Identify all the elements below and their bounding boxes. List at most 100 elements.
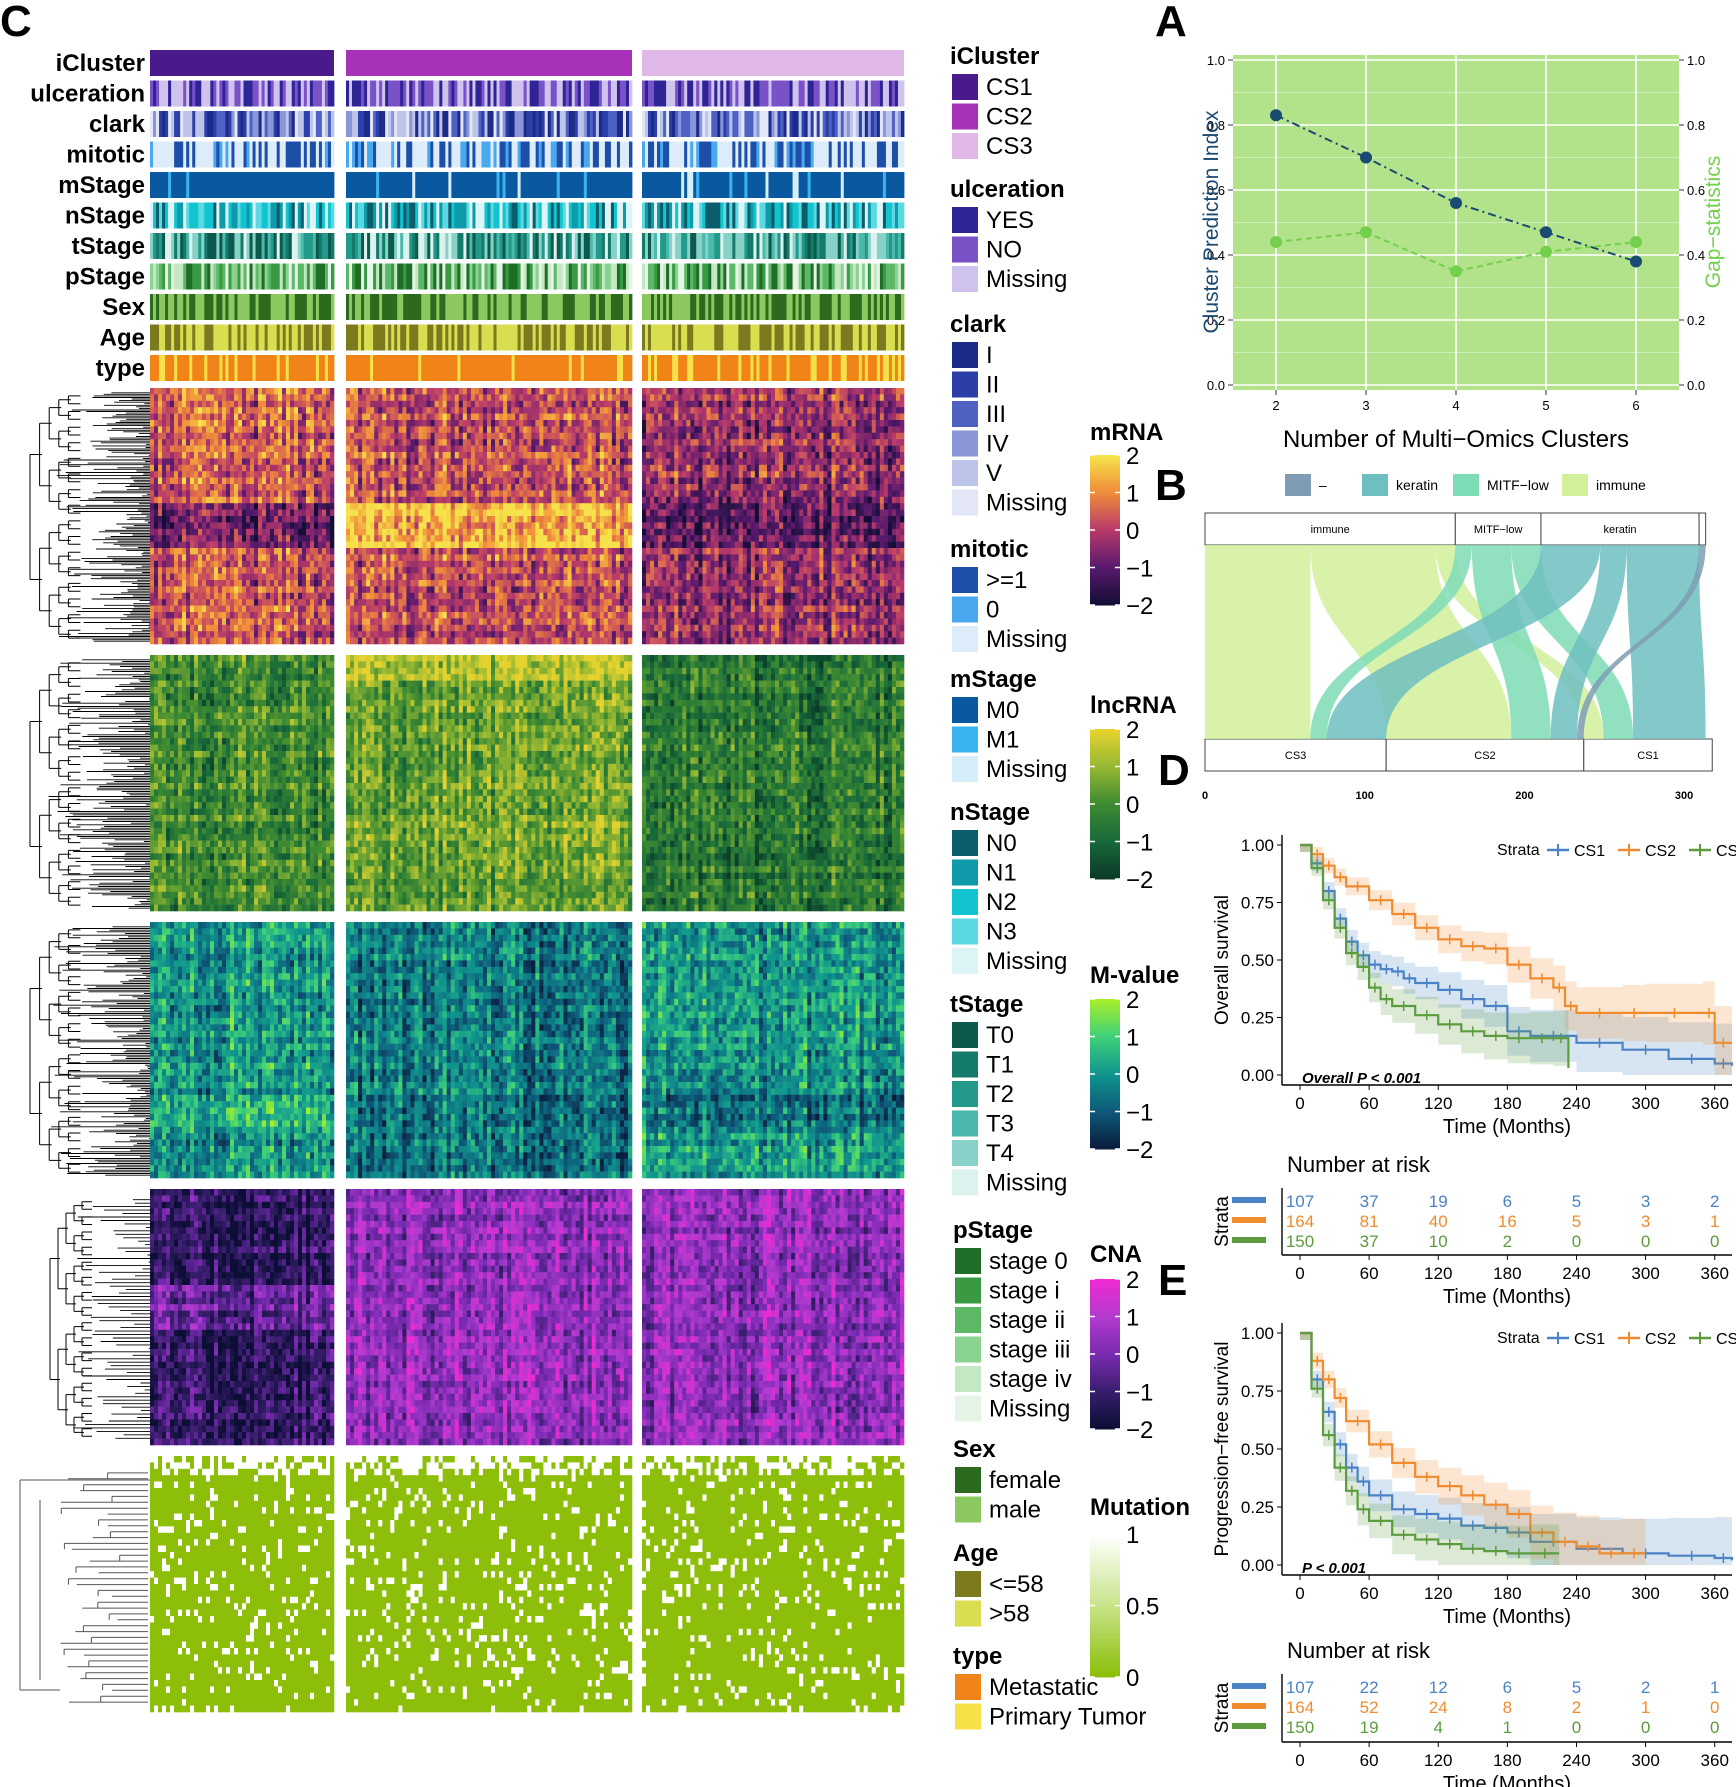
annotation-cell	[244, 203, 247, 229]
annotation-cell	[367, 111, 370, 137]
annotation-cell	[352, 172, 355, 198]
annotation-cell	[696, 142, 699, 168]
annotation-cell	[853, 81, 856, 107]
annotation-cell	[397, 172, 400, 198]
annotation-cell	[901, 81, 904, 107]
annotation-cell	[376, 172, 379, 198]
annotation-cell	[648, 111, 651, 137]
annotation-cell	[723, 81, 726, 107]
annotation-cell	[626, 111, 629, 137]
annotation-cell	[575, 81, 578, 107]
annotation-cell	[436, 172, 439, 198]
annotation-cell	[271, 142, 274, 168]
annotation-cell	[503, 111, 506, 137]
annotation-cell	[225, 81, 228, 107]
annotation-cell	[168, 142, 171, 168]
annotation-cell	[593, 172, 596, 198]
annotation-cell	[388, 203, 391, 229]
heatmap-panel: iClusterulcerationclarkmitoticmStagenSta…	[30, 50, 904, 1712]
annotation-cell	[436, 111, 439, 137]
annotation-cell	[771, 172, 774, 198]
annotation-cell	[463, 111, 466, 137]
annotation-cell	[319, 81, 322, 107]
annotation-cell	[253, 172, 256, 198]
annotation-cell	[421, 81, 424, 107]
annotation-cell	[247, 81, 250, 107]
annotation-cell	[856, 142, 859, 168]
annotation-cell	[370, 142, 373, 168]
annotation-cell	[750, 81, 753, 107]
annotation-cell	[250, 172, 253, 198]
annotation-cell	[382, 203, 385, 229]
annotation-cell	[790, 81, 793, 107]
annotation-cell	[741, 172, 744, 198]
annotation-cell	[460, 172, 463, 198]
annotation-cell	[213, 172, 216, 198]
icluster-bar-cs2	[346, 50, 632, 76]
annotation-cell	[775, 81, 778, 107]
annotation-cell	[213, 142, 216, 168]
annotation-cell	[865, 142, 868, 168]
annotation-cell	[566, 81, 569, 107]
annotation-cell	[617, 172, 620, 198]
annotation-cell	[454, 81, 457, 107]
annotation-cell	[186, 142, 189, 168]
annotation-cell	[253, 142, 256, 168]
annotation-cell	[793, 142, 796, 168]
annotation-cell	[778, 172, 781, 198]
annotation-cell	[660, 81, 663, 107]
annotation-cell	[838, 142, 841, 168]
annotation-cell	[578, 111, 581, 137]
annotation-cell	[487, 172, 490, 198]
annotation-cell	[454, 111, 457, 137]
annotation-cell	[156, 111, 159, 137]
annotation-cell	[210, 203, 213, 229]
annotation-cell	[862, 81, 865, 107]
annotation-cell	[684, 142, 687, 168]
annotation-cell	[714, 81, 717, 107]
annotation-cell	[472, 172, 475, 198]
annotation-cell	[883, 172, 886, 198]
annotation-cell	[201, 172, 204, 198]
annotation-cell	[509, 81, 512, 107]
annotation-cell	[545, 172, 548, 198]
annotation-cell	[358, 203, 361, 229]
annotation-cell	[642, 81, 645, 107]
annotation-cell	[289, 172, 292, 198]
annotation-cell	[415, 81, 418, 107]
annotation-cell	[349, 81, 352, 107]
annotation-cell	[666, 111, 669, 137]
annotation-cell	[678, 111, 681, 137]
annotation-cell	[711, 81, 714, 107]
annotation-cell	[307, 203, 310, 229]
annotation-cell	[512, 81, 515, 107]
annotation-cell	[599, 142, 602, 168]
annotation-cell	[832, 172, 835, 198]
annotation-cell	[250, 142, 253, 168]
annotation-cell	[150, 81, 153, 107]
annotation-cell	[832, 111, 835, 137]
annotation-cell	[156, 81, 159, 107]
annotation-cell	[307, 81, 310, 107]
annotation-cell	[820, 142, 823, 168]
annotation-cell	[228, 203, 231, 229]
annotation-cell	[684, 81, 687, 107]
annotation-cell	[171, 142, 174, 168]
annotation-cell	[228, 111, 231, 137]
annotation-cell	[714, 142, 717, 168]
annotation-cell	[753, 172, 756, 198]
annotation-cell	[512, 172, 515, 198]
annotation-cell	[524, 172, 527, 198]
annotation-cell	[750, 111, 753, 137]
annotation-cell	[699, 142, 702, 168]
annotation-cell	[503, 172, 506, 198]
annotation-cell	[775, 172, 778, 198]
annotation-cell	[539, 172, 542, 198]
annotation-cell	[536, 111, 539, 137]
annotation-cell	[162, 172, 165, 198]
annotation-cell	[675, 81, 678, 107]
annotation-cell	[222, 81, 225, 107]
annotation-cell	[268, 111, 271, 137]
annotation-cell	[478, 203, 481, 229]
annotation-cell	[602, 81, 605, 107]
